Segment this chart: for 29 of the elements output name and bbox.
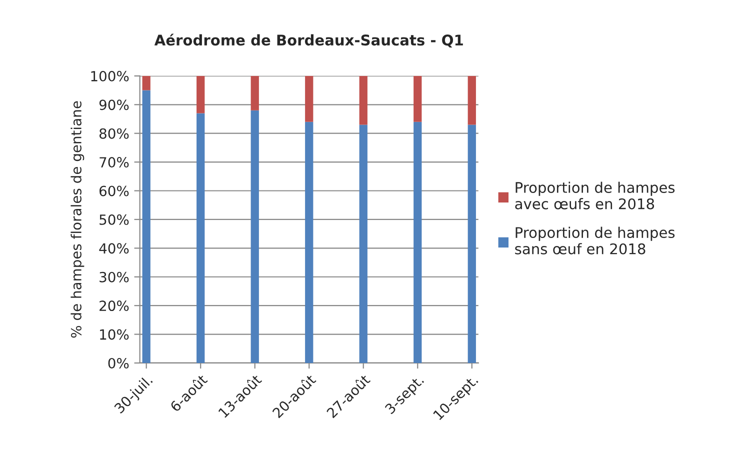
y-tick-label: 20% [100,300,129,312]
bar [468,76,476,125]
bar [142,90,150,363]
bar [250,76,259,110]
chart-title: Aérodrome de Bordeaux-Saucats - Q1 [154,34,463,48]
y-tick-label: 30% [100,272,129,282]
bar [142,76,150,90]
y-tick-label: 100% [91,70,129,82]
bar [305,76,314,122]
bar [359,124,368,363]
y-tick-label: 10% [100,329,129,340]
y-tick-label: 0% [108,358,129,368]
y-tick-label: 50% [100,214,129,225]
y-tick-label: 40% [99,243,129,254]
y-tick-label: 70% [100,157,129,168]
y-tick-label: 90% [99,100,129,110]
bar [414,122,422,363]
legend-label: Proportion de hampes avec œufs en 2018 [515,182,675,210]
bar [414,76,422,122]
y-axis-title: % de hampes florales de gentiane [70,101,84,338]
bar [196,113,205,363]
y-tick-label: 60% [100,186,129,196]
y-tick-label: 80% [99,128,129,139]
bar [468,124,476,363]
bar [359,76,368,125]
bar [305,122,314,363]
legend-label: Proportion de hampes sans œuf en 2018 [515,226,675,254]
bar [250,110,259,363]
bar [196,76,205,114]
